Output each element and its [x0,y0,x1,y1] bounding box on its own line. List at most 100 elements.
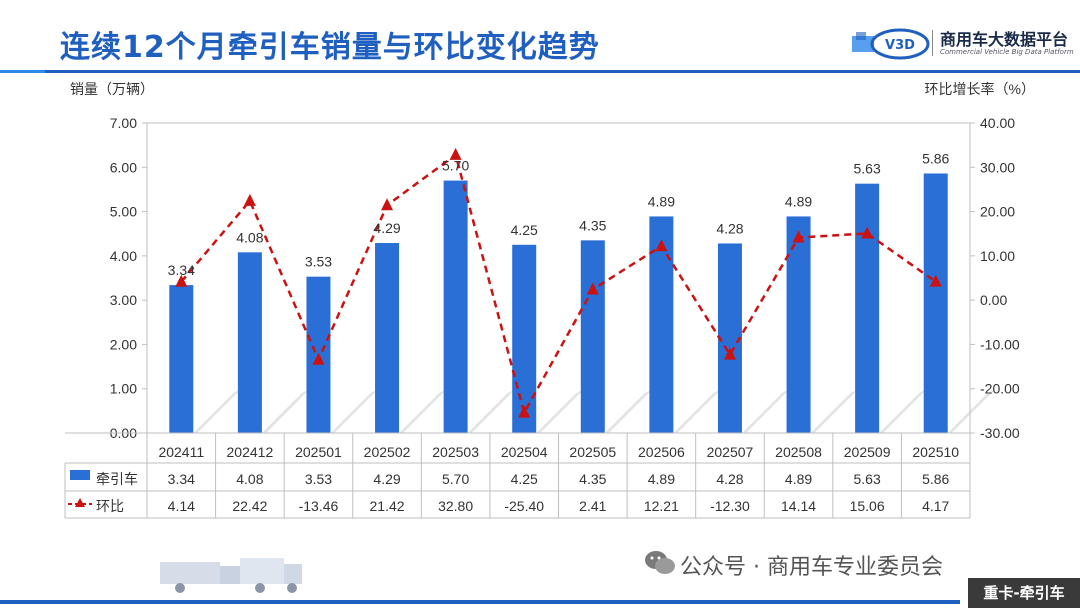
table-bar-value: 3.34 [168,471,195,487]
table-line-value: 4.17 [922,498,949,514]
bar-shadow [399,389,448,433]
bar-shadow [879,389,928,433]
table-line-value: 2.41 [579,498,606,514]
bar-shadow [673,389,722,433]
y-tick-label: 2.00 [110,336,137,352]
x-tick-label: 202507 [707,444,754,460]
category-badge: 重卡-牵引车 [968,578,1080,608]
truck-illustration-icon [160,558,302,593]
table-bar-value: 4.28 [716,471,743,487]
table-bar-value: 4.89 [785,471,812,487]
bar [786,216,811,433]
bar-value-label: 3.53 [305,254,332,270]
bar [237,252,262,433]
logo-mark: V3D [885,38,915,53]
bar-value-label: 4.28 [716,220,743,236]
mom-marker [518,405,531,418]
table-line-value: 32.80 [438,498,473,514]
mom-marker [449,147,462,160]
mom-marker [586,282,599,295]
y-tick-label: 4.00 [110,248,137,264]
table-bar-value: 4.29 [373,471,400,487]
title-underline [0,70,1080,73]
bar-shadow [536,389,585,433]
bar-value-label: 4.89 [785,193,812,209]
mom-marker [655,239,668,252]
x-tick-label: 202504 [501,444,548,460]
mom-marker [175,274,188,287]
table-bar-value: 3.53 [305,471,332,487]
x-tick-label: 202509 [844,444,891,460]
mom-marker [243,193,256,206]
x-tick-label: 202501 [295,444,342,460]
y2-tick-label: 10.00 [980,248,1015,264]
y-tick-label: 5.00 [110,204,137,220]
table-line-value: -25.40 [504,498,544,514]
mom-marker [861,226,874,239]
mom-marker [312,352,325,365]
bar [443,180,468,433]
table-line-value: 21.42 [370,498,405,514]
y2-tick-label: 0.00 [980,292,1007,308]
bar [512,244,537,433]
x-tick-label: 202502 [364,444,411,460]
y-axis-title: 销量（万辆） [70,81,154,97]
x-tick-label: 202506 [638,444,685,460]
bar-shadow [330,389,379,433]
table-line-value: 12.21 [644,498,679,514]
bar-shadow [947,389,996,433]
logo-name: 商用车大数据平台 [940,30,1069,49]
y2-tick-label: 30.00 [980,159,1015,175]
legend-line-label: 环比 [96,498,124,514]
table-line-value: -12.30 [710,498,750,514]
y2-tick-label: 20.00 [980,204,1015,220]
y-tick-label: 3.00 [110,292,137,308]
bar-shadow [604,389,653,433]
bar-value-label: 5.86 [922,150,949,166]
y-tick-label: 6.00 [110,159,137,175]
mom-marker [723,347,736,360]
x-tick-label: 202505 [569,444,616,460]
plot-frame [146,122,971,434]
x-tick-label: 202508 [775,444,822,460]
footer-band [0,600,960,604]
wechat-icon [645,551,675,574]
bar [717,243,742,433]
bar-value-label: 5.70 [442,158,469,174]
x-tick-label: 202510 [912,444,959,460]
bar-shadow [193,389,242,433]
bar-value-label: 5.63 [854,161,881,177]
table-bar-value: 4.89 [648,471,675,487]
legend-bar-label: 牵引车 [96,471,138,487]
table-line-value: 4.14 [168,498,195,514]
x-tick-label: 202412 [227,444,274,460]
y2-tick-label: -10.00 [980,336,1020,352]
table-line-value: 15.06 [850,498,885,514]
mom-marker [792,230,805,243]
table-line-value: 22.42 [232,498,267,514]
table-bar-value: 5.70 [442,471,469,487]
logo-subtitle: Commercial Vehicle Big Data Platform [940,48,1074,56]
wechat-watermark: 公众号 · 商用车专业委员会 [680,555,943,580]
bar-value-label: 4.25 [511,222,538,238]
bar-value-label: 4.35 [579,217,606,233]
bar-value-label: 3.34 [168,262,195,278]
v3d-logo-icon: V3D [852,28,930,60]
bar-shadow [467,389,516,433]
bar-value-label: 4.89 [648,193,675,209]
bar [375,243,400,433]
page-title: 连续12个月牵引车销量与环比变化趋势 [60,30,600,65]
table-line-value: 14.14 [781,498,816,514]
table-bar-value: 4.25 [511,471,538,487]
bar [169,285,194,433]
table-line-value: -13.46 [299,498,339,514]
bar-value-label: 4.29 [373,220,400,236]
title-underline-accent [0,70,45,73]
table-bar-value: 5.86 [922,471,949,487]
bar-shadow [810,389,859,433]
bar-shadow [741,389,790,433]
y-tick-label: 7.00 [110,115,137,131]
mom-marker [929,274,942,287]
bar-shadow [261,389,310,433]
